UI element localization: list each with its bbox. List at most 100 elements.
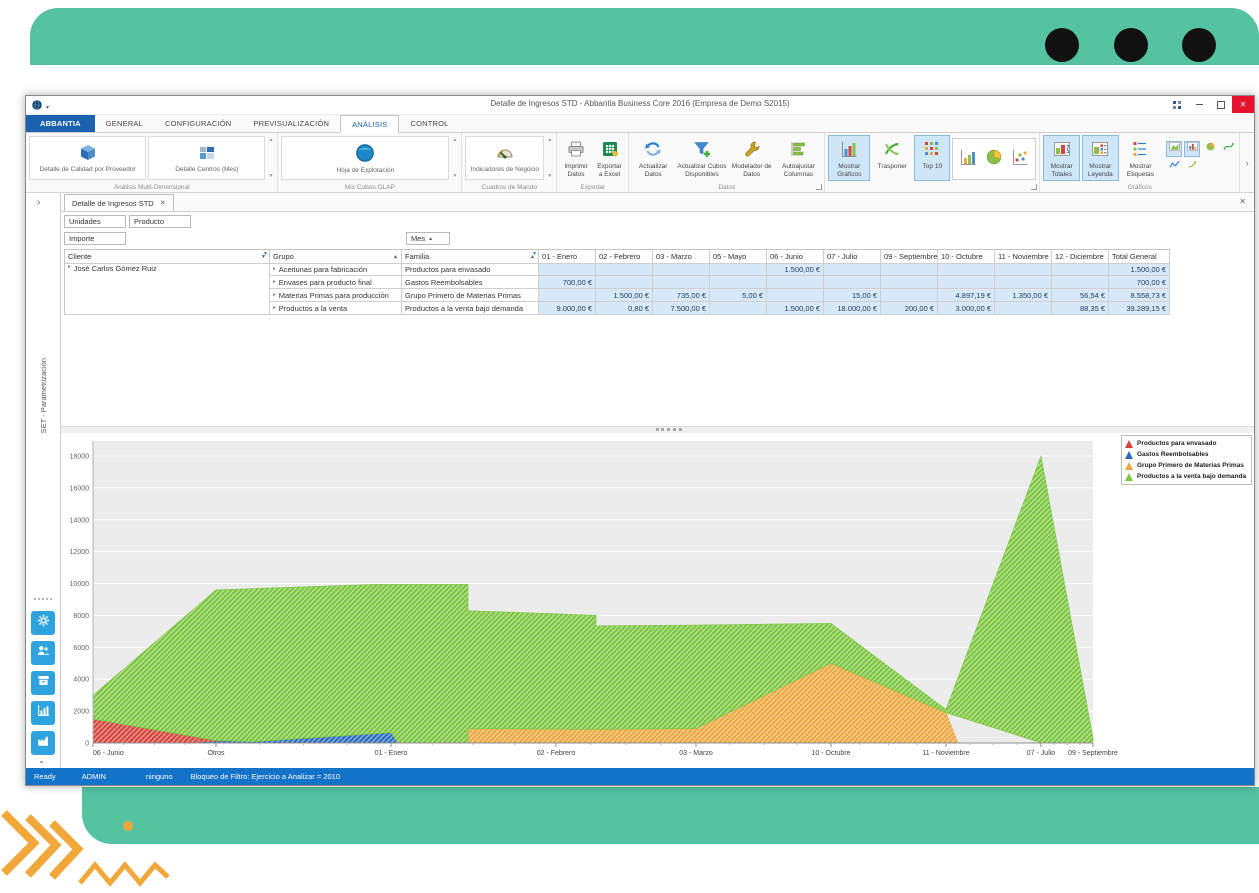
ribbon-button-hoja-de-explotaci-n[interactable]: Hoja de Explotación: [281, 136, 450, 180]
ribbon-button-trasponer[interactable]: Trasponer: [872, 135, 912, 181]
rail-collapse-icon[interactable]: ⌄: [38, 756, 45, 765]
doc-tab[interactable]: Detalle de Ingresos STD ✕: [64, 194, 174, 211]
group-scroll-arrows[interactable]: ▲ ▼: [268, 137, 274, 179]
legend-marker: [1125, 439, 1133, 448]
group-label: Cuadros de Mando: [481, 184, 537, 191]
ribbon-button-label: Top 10: [922, 163, 943, 171]
ribbon-button-top-10[interactable]: Top 10: [914, 135, 951, 181]
column-header-familia[interactable]: Familia ▲ ▼: [402, 250, 539, 264]
grupo-cell[interactable]: ▸ Aceitunas para fabricación: [270, 263, 402, 276]
ribbon-button-indicadores-de-negocio[interactable]: Indicadores de Negocio: [465, 136, 545, 180]
value-cell: [881, 289, 938, 302]
rail-chartw-button[interactable]: [31, 701, 55, 725]
sort-asc-icon: ▲: [428, 235, 434, 242]
column-header-06-junio[interactable]: 06 - Junio: [767, 250, 824, 264]
titlebar: ▾ Detalle de Ingresos STD - Abbantia Bus…: [26, 96, 1254, 115]
ribbon-button-mostrar-totales[interactable]: Mostrar Totales: [1043, 135, 1080, 181]
column-header-02-febrero[interactable]: 02 - Febrero: [596, 250, 653, 264]
client-cell[interactable]: ▸ José Carlos Gómez Ruiz: [65, 263, 270, 315]
chart-type-typescatter-button[interactable]: [1008, 142, 1032, 176]
minicurve-icon: [1222, 140, 1235, 158]
ribbon-tab-control[interactable]: CONTROL: [410, 119, 449, 128]
mini-miniline-button[interactable]: [1166, 159, 1182, 175]
ribbon-button-mostrar-leyenda[interactable]: Mostrar Leyenda: [1081, 135, 1119, 181]
ribbon-button-label: Mostrar Gráficos: [837, 163, 862, 178]
chip-mes[interactable]: Mes ▲: [406, 232, 450, 245]
x-axis-label: 11 - Noviembre: [922, 750, 969, 757]
column-header-03-marzo[interactable]: 03 - Marzo: [653, 250, 710, 264]
ribbon-button-modelador-de-datos[interactable]: Modelador de Datos: [730, 135, 774, 181]
caret-down-icon[interactable]: ▾: [46, 104, 50, 111]
dialog-launcher-icon[interactable]: [1031, 184, 1038, 190]
grupo-cell[interactable]: ▸ Productos a la venta: [270, 302, 402, 315]
mini-miniarrow-button[interactable]: [1184, 159, 1200, 175]
chart-type-typepie-button[interactable]: [982, 142, 1006, 176]
chip-producto[interactable]: Producto: [129, 215, 191, 228]
column-header-09-septiembre[interactable]: 09 - Septiembre: [881, 250, 938, 264]
ribbon-button-exportar-a-excel[interactable]: Exportar a Excel: [594, 135, 626, 181]
group-scroll-arrows[interactable]: ▲ ▼: [547, 137, 553, 179]
ribbon-button-label: Detalle Centros (Mes): [175, 166, 239, 173]
wrench-icon: [742, 139, 762, 161]
column-header-total-general[interactable]: Total General: [1109, 250, 1170, 264]
value-cell: 18.000,00 €: [824, 302, 881, 315]
ribbon-button-detalle-centros-mes-[interactable]: Detalle Centros (Mes): [148, 136, 266, 180]
ribbon-overflow-button[interactable]: ›: [1245, 157, 1249, 168]
y-axis-label: 4000: [73, 677, 89, 684]
ribbon-button-actualizar-cubos-disponibles[interactable]: Actualizar Cubos Disponibles: [676, 135, 728, 181]
rail-drag-handle[interactable]: [34, 598, 52, 600]
doc-tab-close-icon[interactable]: ✕: [159, 200, 166, 207]
app-grid-icon[interactable]: [1166, 96, 1188, 113]
minimize-button[interactable]: [1188, 96, 1210, 113]
column-header-01-enero[interactable]: 01 - Enero: [539, 250, 596, 264]
typescatter-icon: [1010, 147, 1030, 172]
chart-type-typebar-button[interactable]: [956, 142, 980, 176]
mini-minicol-button[interactable]: [1184, 141, 1201, 157]
miniline-icon: [1168, 158, 1181, 176]
close-button[interactable]: ✕: [1232, 96, 1254, 113]
y-axis-label: 16000: [70, 485, 90, 492]
mini-minipie-button[interactable]: [1202, 141, 1218, 157]
rail-archive-button[interactable]: [31, 671, 55, 695]
ribbon-tab-previsualización[interactable]: PREVISUALIZACIÓN: [253, 119, 330, 128]
ribbon-tab-configuración[interactable]: CONFIGURACIÓN: [165, 119, 232, 128]
chip-importe[interactable]: Importe: [64, 232, 126, 245]
legend-item: Grupo Primero de Materias Primas: [1125, 460, 1248, 471]
status-item-3: Bloqueo de Filtro: Ejercicio a Analizar …: [190, 772, 341, 781]
column-header-cliente[interactable]: Cliente ▼ ▼: [65, 250, 270, 264]
group-scroll-arrows[interactable]: ▲ ▼: [452, 137, 458, 179]
column-header-12-diciembre[interactable]: 12 - Diciembre: [1052, 250, 1109, 264]
ribbon-tab-general[interactable]: GENERAL: [105, 119, 144, 128]
column-header-grupo[interactable]: Grupo ▲: [270, 250, 402, 264]
column-header-10-octubre[interactable]: 10 - Octubre: [938, 250, 995, 264]
ribbon-button-imprimir-datos[interactable]: Imprimir Datos: [560, 135, 592, 181]
column-header-11-noviembre[interactable]: 11 - Noviembre: [995, 250, 1052, 264]
rail-expand-icon[interactable]: ›: [37, 197, 41, 208]
ribbon-tab-análisis[interactable]: ANÁLISIS: [340, 115, 400, 133]
rail-factory-button[interactable]: [31, 731, 55, 755]
ribbon-tab-abbantia[interactable]: ABBANTIA: [26, 115, 95, 132]
sort-icon: ▲: [530, 253, 535, 260]
top10-icon: [922, 139, 942, 161]
app-globe-icon[interactable]: [31, 98, 43, 116]
ribbon-button-autoajustar-columnas[interactable]: Autoajustar Columnas: [776, 135, 822, 181]
column-header-07-julio[interactable]: 07 - Julio: [824, 250, 881, 264]
chip-unidades[interactable]: Unidades: [64, 215, 126, 228]
maximize-button[interactable]: [1210, 96, 1232, 113]
grupo-cell[interactable]: ▸ Materias Primas para producción: [270, 289, 402, 302]
document-tab-row: Detalle de Ingresos STD ✕ ✕: [61, 193, 1254, 212]
ribbon-button-actualizar-datos[interactable]: Actualizar Datos: [632, 135, 674, 181]
mini-minicurve-button[interactable]: [1220, 141, 1236, 157]
ribbon-button-detalle-de-calidad-por-proveedor[interactable]: Detalle de Calidad por Proveedor: [29, 136, 147, 180]
mini-miniarea-button[interactable]: [1166, 141, 1183, 157]
splitter-grip[interactable]: [656, 428, 682, 431]
rail-users-button[interactable]: [31, 641, 55, 665]
ribbon-button-mostrar-etiquetas[interactable]: Mostrar Etiquetas: [1121, 135, 1161, 181]
tabs-close-button[interactable]: ✕: [1239, 197, 1246, 206]
dialog-launcher-icon[interactable]: [816, 184, 823, 190]
ribbon-button-mostrar-gr-ficos[interactable]: Mostrar Gráficos: [828, 135, 871, 181]
rail-gear-button[interactable]: [31, 611, 55, 635]
grupo-cell[interactable]: ▸ Envases para producto final: [270, 276, 402, 289]
statusbar: Ready ADMIN ninguno Bloqueo de Filtro: Ejer…: [26, 768, 1254, 785]
column-header-05-mayo[interactable]: 05 - Mayo: [710, 250, 767, 264]
